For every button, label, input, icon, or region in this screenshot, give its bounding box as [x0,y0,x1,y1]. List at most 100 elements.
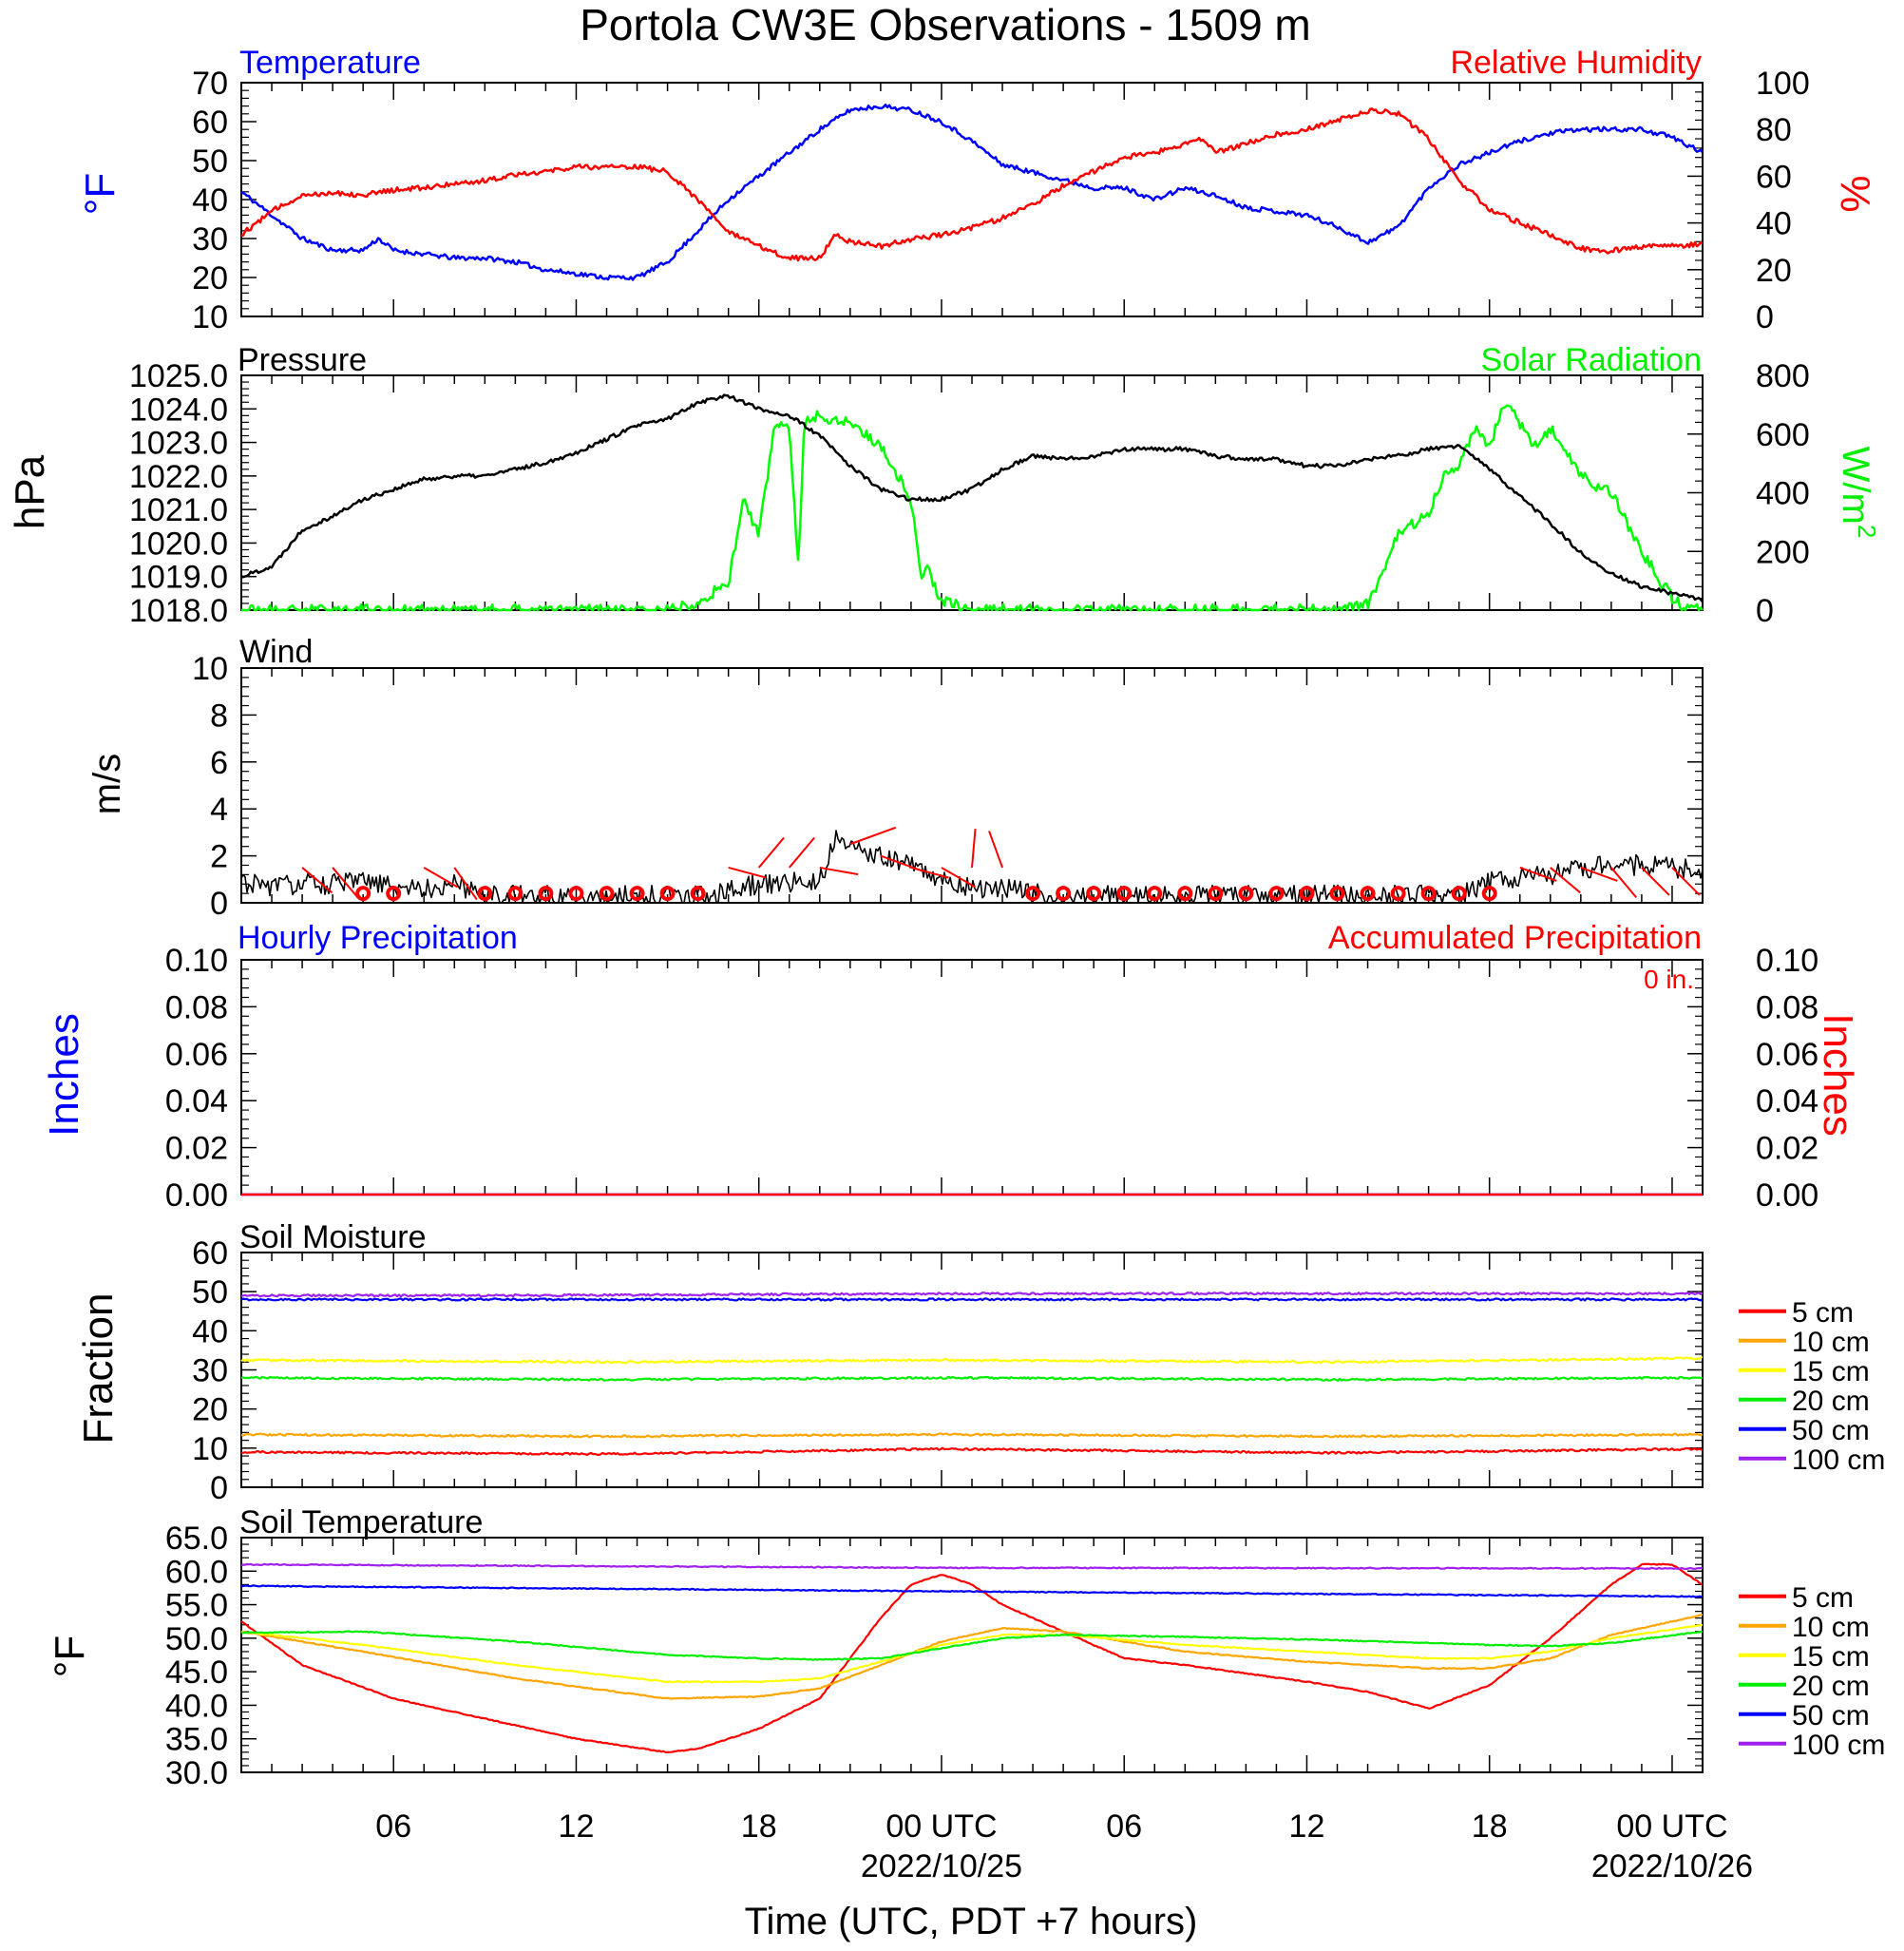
pressure_solar-ytick-label-right: 600 [1756,417,1810,453]
humidity-line [240,107,1704,262]
panel-soil-moisture: Soil Moisture Fraction [75,1219,427,1444]
wind-barb [1550,867,1581,894]
wind-barb-calm [1420,886,1437,902]
temperature-unit: °F [77,173,124,215]
hourly-precip-unit: Inches [41,1013,87,1137]
wind-barb [332,867,359,899]
precip-ytick-label-right: 0.04 [1756,1083,1818,1119]
wind-barb-calm [1147,886,1163,902]
soil_temp-legend-label: 10 cm [1792,1612,1870,1643]
wind-unit: m/s [86,754,128,814]
precip-ytick-label-right: 0.08 [1756,989,1818,1025]
x-tick-label: 06 [375,1808,411,1845]
temp_rh-ytick-label-left: 50 [192,143,228,180]
x-tick-label: 00 UTC [885,1808,997,1845]
wind-barb [453,867,478,901]
wind-barb [301,867,333,894]
wind-ytick-label-left: 8 [210,698,228,734]
precip-ytick-label-right: 0.00 [1756,1177,1818,1214]
soil_moisture-ytick-label-left: 0 [210,1470,228,1506]
soil_moisture-ytick-label-left: 30 [192,1353,228,1389]
pressure_solar-ytick-label-right: 0 [1756,593,1774,629]
soil-moisture-unit: Fraction [75,1293,122,1444]
precip-ytick-label-left: 0.10 [165,943,228,979]
wind-barb-calm [355,886,371,902]
accum-precip-title: Accumulated Precipitation [1328,920,1702,956]
x-tick-date: 2022/10/25 [861,1848,1022,1884]
wind-barb-calm [386,886,402,902]
pressure-line [240,393,1704,603]
wind-barb [971,829,977,869]
wind-barb-calm [1056,886,1072,902]
pressure_solar-ytick-label-left: 1024.0 [129,392,228,428]
wind-barb-calm [659,886,676,902]
chart-title: Portola CW3E Observations - 1509 m [580,0,1311,49]
wind-barb-calm [1086,886,1102,902]
x-tick-date: 2022/10/26 [1591,1848,1753,1884]
x-tick-label: 18 [741,1808,777,1845]
pressure_solar-ytick-label-left: 1021.0 [129,492,228,528]
wind-barb [1519,867,1557,882]
panel-pressure-solar: Pressure Solar Radiation hPa W/m2 [7,342,1881,538]
hourly-precip-title: Hourly Precipitation [238,920,518,956]
wind-barb-calm [690,886,706,902]
precip-ytick-label-left: 0.06 [165,1037,228,1073]
wind-ytick-label-left: 6 [210,745,228,781]
wind-barb-calm [1299,886,1315,902]
soil_moisture-legend-label: 15 cm [1792,1356,1870,1387]
wind-barb-calm [1481,886,1497,902]
temp_rh-ytick-label-right: 100 [1756,66,1810,102]
wind-barb-calm [1329,886,1345,902]
precip-ytick-label-left: 0.04 [165,1083,228,1119]
soil_temp-ytick-label-left: 30.0 [165,1755,228,1791]
wind-barb-calm [538,886,554,902]
soil_temp-ytick-label-left: 40.0 [165,1688,228,1724]
pressure_solar-ytick-label-left: 1023.0 [129,426,228,462]
wind-barb-calm [1268,886,1285,902]
wind-title: Wind [239,634,313,670]
soil-temp-title: Soil Temperature [239,1504,483,1540]
soil-temp-unit: °F [47,1635,93,1677]
humidity-unit: % [1832,175,1878,212]
wind-barb [988,831,1003,869]
soil-temp-line-10cm [240,1613,1704,1700]
soil-moisture-title: Soil Moisture [239,1219,427,1255]
panel-temp-rh: Temperature Relative Humidity °F % [77,45,1878,215]
wind-barb-calm [568,886,584,902]
soil_moisture-legend-label: 20 cm [1792,1386,1870,1417]
x-tick-label: 06 [1106,1808,1142,1845]
solar-unit-base: W/m [1835,447,1876,525]
soil_moisture-ytick-label-left: 10 [192,1431,228,1467]
precip-ytick-label-right: 0.10 [1756,943,1818,979]
x-tick-label: 18 [1472,1808,1508,1845]
soil-moisture-line-5cm [240,1446,1704,1457]
soil-moisture-line-20cm [240,1375,1704,1382]
soil-moisture-line-15cm [240,1356,1704,1365]
soil-temp-line-50cm [240,1584,1704,1598]
wind-barb-calm [477,886,493,902]
soil_moisture-legend-label: 10 cm [1792,1327,1870,1358]
soil_moisture-ytick-label-left: 60 [192,1235,228,1272]
soil_moisture-legend-label: 50 cm [1792,1415,1870,1446]
x-axis-title: Time (UTC, PDT +7 hours) [745,1901,1198,1942]
solar-title: Solar Radiation [1481,342,1702,378]
wind-barb-calm [1208,886,1224,902]
wind-barb [910,866,949,879]
temp_rh-ytick-label-right: 80 [1756,112,1792,148]
soil-moisture-line-100cm [240,1291,1704,1298]
temperature-line [240,103,1704,281]
wind-barb-calm [1390,886,1406,902]
precip-ytick-label-right: 0.02 [1756,1131,1818,1167]
panel-soil-temp: Soil Temperature °F [47,1504,483,1677]
wind-barb [941,867,976,889]
soil_temp-ytick-label-left: 55.0 [165,1588,228,1624]
temp_rh-ytick-label-left: 10 [192,299,228,335]
pressure_solar-ytick-label-left: 1019.0 [129,560,228,596]
wind-barb-calm [507,886,524,902]
wind-barb-calm [629,886,645,902]
temp_rh-ytick-label-right: 40 [1756,206,1792,242]
wind-barb [1580,867,1618,882]
wind-ytick-label-left: 4 [210,792,228,828]
soil_temp-legend-label: 50 cm [1792,1700,1870,1731]
